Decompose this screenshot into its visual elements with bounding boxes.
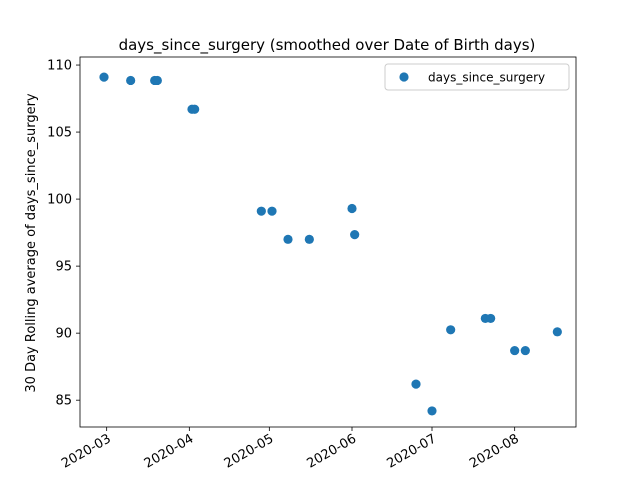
y-tick-label: 105 (47, 126, 72, 141)
data-point (190, 104, 200, 114)
data-point (99, 72, 109, 82)
data-point (520, 345, 530, 356)
data-point (267, 206, 277, 216)
legend-marker (399, 72, 409, 82)
data-point (510, 345, 520, 356)
data-point (446, 325, 456, 335)
axes-frame (79, 56, 577, 428)
data-point (486, 313, 496, 324)
data-point (350, 230, 360, 240)
data-point (304, 234, 314, 244)
data-point (552, 327, 562, 337)
legend-box (384, 63, 570, 91)
data-point (126, 75, 136, 86)
data-point (256, 206, 266, 216)
data-point (283, 234, 293, 244)
data-point (427, 406, 437, 416)
data-point (411, 379, 421, 389)
y-tick-label: 90 (55, 327, 72, 342)
y-tick-label: 85 (55, 394, 72, 409)
data-point (152, 75, 162, 86)
chart-title: days_since_surgery (smoothed over Date o… (119, 36, 536, 55)
legend-entry-label: days_since_surgery (428, 71, 545, 85)
y-tick-label: 110 (47, 59, 72, 74)
y-axis-label: 30 Day Rolling average of days_since_sur… (24, 93, 39, 393)
legend: days_since_surgery (384, 63, 570, 91)
y-tick-label: 95 (55, 260, 72, 275)
y-tick-label: 100 (47, 193, 72, 208)
data-point (347, 203, 357, 214)
